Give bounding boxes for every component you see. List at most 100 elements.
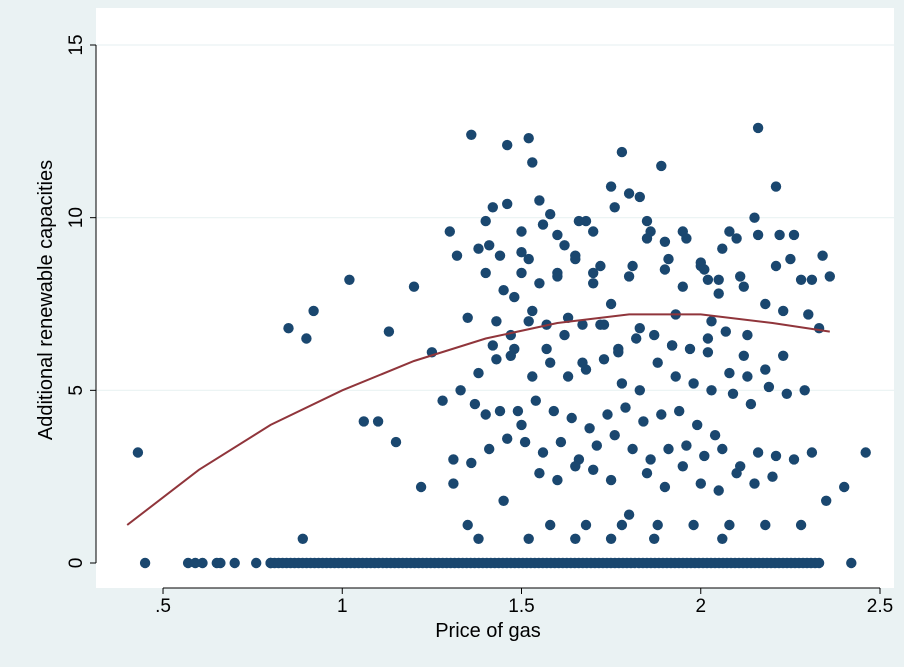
data-point (519, 436, 531, 448)
data-point (659, 236, 671, 247)
data-point (821, 495, 832, 506)
data-point (742, 329, 753, 341)
data-point (473, 243, 484, 254)
data-point (555, 436, 567, 448)
data-point (502, 139, 513, 151)
data-point (699, 264, 710, 275)
data-point (702, 274, 714, 285)
data-point (731, 468, 742, 479)
data-point (749, 212, 760, 223)
y-tick-label: 10 (66, 207, 87, 228)
data-point (132, 447, 144, 458)
data-point (645, 454, 656, 465)
data-point (577, 357, 588, 368)
data-point (692, 419, 703, 431)
data-point (301, 333, 312, 344)
data-point (717, 443, 728, 455)
data-point (358, 416, 369, 427)
data-point (738, 281, 749, 292)
data-point (552, 474, 563, 486)
data-point (645, 226, 656, 237)
data-point (699, 450, 710, 462)
data-point (778, 305, 789, 317)
data-point (448, 454, 459, 465)
data-point (745, 398, 757, 410)
data-point (548, 405, 559, 417)
scatter-points (132, 122, 871, 569)
data-point (545, 519, 556, 531)
data-point (623, 509, 635, 520)
data-point (713, 288, 724, 299)
data-point (527, 371, 538, 382)
data-point (516, 226, 527, 237)
data-point (688, 378, 699, 389)
x-tick-label: 1 (337, 596, 348, 617)
data-point (760, 298, 771, 310)
data-point (451, 250, 463, 261)
data-point (598, 354, 610, 365)
data-point (752, 229, 764, 241)
data-point (688, 519, 699, 531)
data-point (283, 323, 294, 334)
data-point (491, 354, 502, 365)
data-point (494, 405, 506, 417)
data-point (552, 271, 563, 282)
y-axis-title: Additional renewable capacities (35, 160, 57, 440)
data-point (523, 316, 534, 327)
data-point (605, 298, 617, 310)
data-point (609, 430, 620, 441)
data-point (717, 243, 728, 254)
data-point (770, 181, 782, 192)
data-point (677, 461, 688, 472)
data-point (702, 347, 714, 358)
data-point (752, 122, 764, 134)
data-point (591, 440, 602, 451)
data-point (623, 188, 635, 199)
data-point (735, 271, 746, 282)
data-point (634, 191, 645, 203)
data-point (494, 250, 506, 261)
data-point (813, 557, 825, 569)
data-point (774, 229, 785, 241)
data-point (684, 343, 696, 355)
data-point (523, 533, 534, 544)
data-point (763, 381, 775, 393)
data-point (817, 250, 828, 261)
data-point (480, 409, 491, 420)
data-point (788, 229, 800, 241)
data-point (663, 443, 674, 455)
data-point (534, 278, 545, 289)
x-tick-label: .5 (155, 596, 171, 617)
data-point (462, 519, 473, 531)
data-point (770, 450, 782, 462)
data-point (197, 557, 208, 569)
data-point (785, 253, 796, 265)
data-point (616, 378, 628, 389)
data-point (641, 468, 653, 479)
y-tick-label: 15 (66, 34, 87, 55)
data-point (498, 495, 509, 506)
data-point (795, 519, 807, 531)
data-point (605, 533, 617, 544)
y-tick-label: 0 (66, 558, 87, 569)
data-point (778, 350, 789, 361)
data-point (390, 436, 402, 448)
data-point (595, 260, 606, 272)
x-tick-label: 1.5 (508, 596, 534, 617)
data-point (190, 557, 201, 569)
data-point (638, 416, 649, 427)
data-point (860, 447, 871, 458)
data-point (466, 129, 477, 140)
data-point (588, 226, 599, 237)
data-point (455, 385, 466, 396)
data-point (251, 557, 262, 569)
grid-lines (96, 44, 894, 391)
data-point (383, 326, 395, 337)
data-point (839, 481, 850, 493)
data-point (659, 481, 671, 493)
data-point (795, 274, 807, 285)
data-point (767, 471, 778, 482)
data-point (466, 457, 477, 469)
data-point (559, 329, 570, 341)
data-point (806, 274, 818, 285)
